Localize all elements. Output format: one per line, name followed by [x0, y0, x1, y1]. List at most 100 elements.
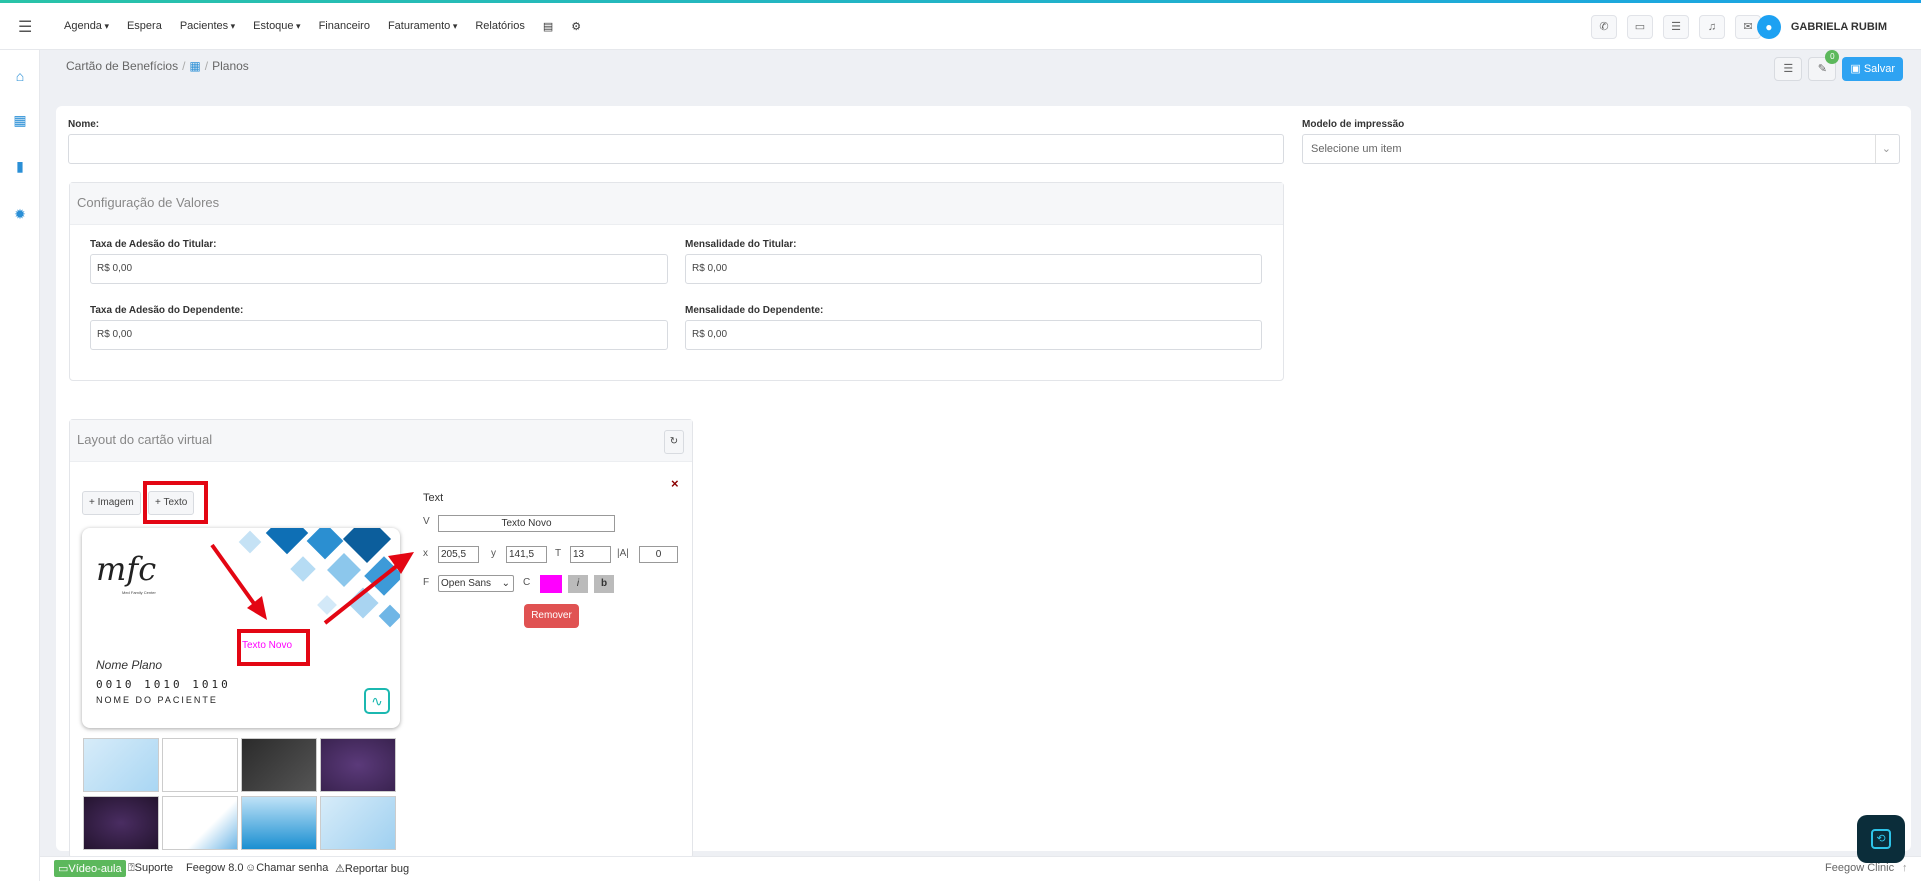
card-new-text[interactable]: Texto Novo: [242, 640, 293, 651]
nav-espera[interactable]: Espera: [126, 20, 162, 32]
dependent-fee-input[interactable]: R$ 0,00: [90, 320, 668, 350]
save-button-label: Salvar: [1863, 63, 1895, 75]
color-swatch[interactable]: [540, 575, 562, 593]
gear-icon[interactable]: ⚙: [571, 21, 582, 33]
background-thumb-5[interactable]: [83, 796, 159, 850]
card-logo-subtitle: Med Family Center: [122, 590, 156, 595]
size-label: T: [555, 548, 562, 559]
font-label: F: [423, 577, 430, 588]
hamburger-menu-icon[interactable]: ☰: [18, 19, 33, 36]
background-thumb-2[interactable]: [162, 738, 238, 792]
card-patient-name: NOME DO PACIENTE: [96, 695, 218, 705]
scroll-up-icon[interactable]: ↑: [1902, 862, 1908, 874]
attachment-button[interactable]: ✎ 0: [1808, 50, 1840, 81]
add-image-button[interactable]: + Imagem: [82, 491, 141, 515]
top-accent-stripe: [0, 0, 1921, 3]
nav-pacientes[interactable]: Pacientes: [180, 20, 235, 33]
font-select-value: Open Sans: [441, 578, 492, 589]
footer-bar: ▭Vídeo-aula ⍰Suporte Feegow 8.0 ☺Chamar …: [40, 856, 1921, 881]
spacing-input[interactable]: 0: [639, 546, 678, 563]
titular-monthly-input[interactable]: R$ 0,00: [685, 254, 1262, 284]
x-position-input[interactable]: 205,5: [438, 546, 479, 563]
y-position-input[interactable]: 141,5: [506, 546, 547, 563]
values-section-title: Configuração de Valores: [70, 183, 1283, 225]
nav-financeiro[interactable]: Financeiro: [318, 20, 370, 32]
highlight-card-text: [237, 629, 310, 666]
arrow-down-line: [210, 543, 257, 607]
chevron-down-icon: ⌄: [501, 578, 510, 589]
main-nav: Agenda Espera Pacientes Estoque Financei…: [64, 20, 599, 33]
card-plan-name: Nome Plano: [96, 658, 163, 672]
print-model-select[interactable]: Selecione um item ⌄: [1302, 134, 1900, 164]
bold-toggle[interactable]: b: [594, 575, 614, 593]
chat-widget-button[interactable]: ⟲: [1857, 815, 1905, 863]
background-thumb-6[interactable]: [162, 796, 238, 850]
color-label: C: [523, 577, 531, 588]
y-label: y: [491, 548, 496, 559]
nav-estoque[interactable]: Estoque: [253, 20, 300, 33]
save-button[interactable]: ▣ Salvar: [1842, 57, 1903, 81]
text-value-input[interactable]: Texto Novo: [438, 515, 615, 532]
chat-icon[interactable]: ✉: [1735, 15, 1761, 39]
dependent-fee-label: Taxa de Adesão do Dependente:: [90, 305, 244, 316]
brand-label: Feegow Clinic: [1825, 862, 1895, 874]
list-button[interactable]: ☰: [1774, 57, 1803, 81]
video-lesson-button[interactable]: ▭Vídeo-aula: [54, 860, 126, 877]
help-icon: ⍰: [128, 862, 135, 874]
bell-icon[interactable]: ♫: [1699, 15, 1725, 39]
save-icon: ▣: [1850, 63, 1864, 75]
feegow-heart-icon: ∿: [364, 688, 390, 714]
support-label: Suporte: [134, 862, 174, 874]
table-icon: ▦: [189, 59, 201, 73]
value-label: V: [423, 516, 430, 527]
card-number: 0010 1010 1010: [96, 678, 231, 691]
font-select[interactable]: Open Sans ⌄: [438, 575, 514, 592]
background-thumb-4[interactable]: [320, 738, 396, 792]
arrow-right-head: [388, 552, 414, 574]
italic-toggle[interactable]: i: [568, 575, 588, 593]
dependent-monthly-input[interactable]: R$ 0,00: [685, 320, 1262, 350]
inbox-icon[interactable]: ▭: [1627, 15, 1653, 39]
user-menu[interactable]: ● GABRIELA RUBIM: [1756, 15, 1887, 39]
breadcrumb-root[interactable]: Cartão de Benefícios: [66, 59, 179, 73]
font-size-input[interactable]: 13: [570, 546, 611, 563]
close-editor-icon[interactable]: ×: [671, 476, 679, 491]
page-toolbar: ☰ ✎ 0 ▣ Salvar: [1774, 50, 1903, 81]
background-thumb-1[interactable]: [83, 738, 159, 792]
chat-widget-icon: ⟲: [1871, 829, 1891, 849]
breadcrumb-current: Planos: [212, 59, 249, 73]
name-input[interactable]: [68, 134, 1284, 164]
nav-agenda[interactable]: Agenda: [64, 20, 109, 33]
titular-fee-label: Taxa de Adesão do Titular:: [90, 239, 217, 250]
call-password-label: Chamar senha: [256, 862, 329, 874]
remove-text-button[interactable]: Remover: [524, 604, 579, 628]
database-icon[interactable]: ▤: [542, 21, 554, 33]
refresh-icon[interactable]: ↻: [664, 430, 684, 454]
background-thumb-3[interactable]: [241, 738, 317, 792]
phone-icon[interactable]: ✆: [1591, 15, 1617, 39]
bug-icon: ⚠: [335, 863, 345, 875]
background-thumb-8[interactable]: [320, 796, 396, 850]
home-icon[interactable]: ⌂: [15, 68, 25, 84]
dependent-monthly-label: Mensalidade do Dependente:: [685, 305, 824, 316]
report-bug-link[interactable]: ⚠Reportar bug: [335, 862, 409, 875]
left-sidebar: ⌂ ▦ ▮ ✹: [0, 50, 40, 881]
support-link[interactable]: ⍰Suporte: [128, 862, 173, 875]
nav-relatorios[interactable]: Relatórios: [475, 20, 525, 32]
titular-fee-input[interactable]: R$ 0,00: [90, 254, 668, 284]
document-icon[interactable]: ▮: [16, 158, 24, 174]
chevron-down-icon: ⌄: [1874, 135, 1891, 163]
call-password-link[interactable]: ☺Chamar senha: [245, 862, 328, 874]
table-icon[interactable]: ▦: [13, 112, 27, 128]
settings-icon[interactable]: ✹: [14, 206, 26, 222]
card-logo: mfc: [96, 550, 157, 588]
print-model-placeholder: Selecione um item: [1311, 143, 1402, 155]
spacing-label: |A|: [617, 548, 629, 559]
add-text-button[interactable]: + Texto: [148, 491, 195, 515]
top-action-icons: ✆ ▭ ☰ ♫ ✉: [1591, 15, 1761, 39]
background-thumb-7[interactable]: [241, 796, 317, 850]
nav-faturamento[interactable]: Faturamento: [388, 20, 457, 33]
report-bug-label: Reportar bug: [344, 863, 410, 875]
checklist-icon[interactable]: ☰: [1663, 15, 1689, 39]
